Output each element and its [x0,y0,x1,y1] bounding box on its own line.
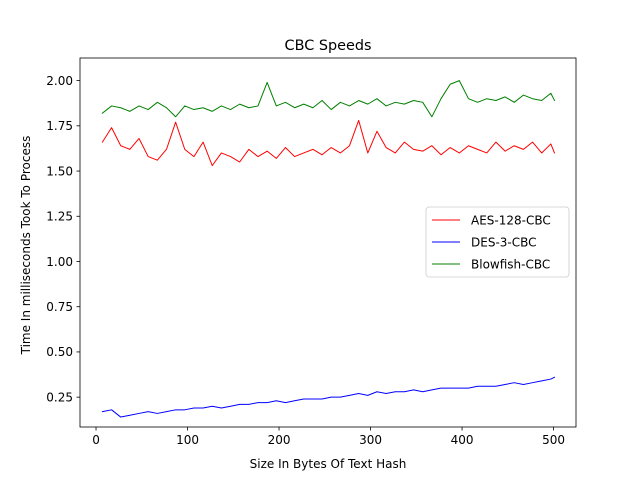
legend-label-3: Blowfish-CBC [471,257,550,271]
y-tick-label: 0.75 [46,300,73,314]
y-tick-label: 2.00 [46,74,73,88]
chart-title: CBC Speeds [285,38,372,54]
series-layer [101,80,556,418]
y-tick-label: 1.00 [46,255,73,269]
x-tick-label: 200 [268,433,291,447]
x-axis-label: Size In Bytes Of Text Hash [250,457,407,471]
series-line-3 [101,80,556,118]
series-line-1 [101,119,556,167]
legend-label-2: DES-3-CBC [471,235,537,249]
legend-box [425,206,570,278]
y-tick-label: 1.25 [46,210,73,224]
x-tick-label: 400 [451,433,474,447]
x-tick-label: 0 [92,433,100,447]
legend: AES-128-CBC DES-3-CBC Blowfish-CBC [425,206,570,278]
legend-label-1: AES-128-CBC [471,213,551,227]
x-tick-label: 300 [359,433,382,447]
axes-layer: 0 100 200 300 400 500 0.25 0.50 0.75 1.00 1.25 1.50… [46,57,577,447]
y-tick-label: 1.75 [46,119,73,133]
y-tick-label: 1.50 [46,164,73,178]
x-tick-label: 500 [542,433,565,447]
y-tick-label: 0.25 [46,390,73,404]
series-line-2 [101,376,556,418]
plot-frame [79,57,577,428]
y-tick-label: 0.50 [46,345,73,359]
y-axis-label: Time In milliseconds Took To Process [19,136,33,356]
x-tick-label: 100 [176,433,199,447]
